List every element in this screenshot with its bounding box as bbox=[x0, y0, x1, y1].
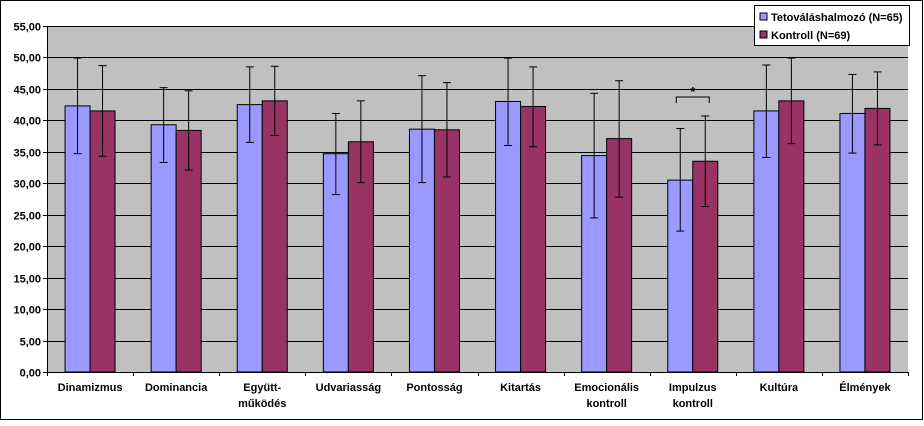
bar-series-2 bbox=[864, 107, 891, 373]
bar-series-1 bbox=[408, 128, 435, 373]
y-tick-label: 55,00 bbox=[13, 22, 41, 34]
x-tick-label: Dinamizmus bbox=[58, 382, 123, 394]
x-tick-label: Emocionális bbox=[574, 382, 639, 394]
bar-series-2 bbox=[778, 100, 805, 373]
x-tick-label: Kitartás bbox=[500, 382, 541, 394]
y-tick-label: 20,00 bbox=[13, 242, 41, 254]
x-tick-label: Udvariasság bbox=[316, 382, 381, 394]
y-tick-label: 40,00 bbox=[13, 116, 41, 128]
x-tick-label: kontroll bbox=[586, 398, 626, 410]
y-tick-label: 10,00 bbox=[13, 305, 41, 317]
y-tick-label: 25,00 bbox=[13, 211, 41, 223]
bar-series-2 bbox=[261, 100, 288, 373]
x-tick-label: Élmények bbox=[839, 381, 891, 394]
significance-marker: * bbox=[690, 84, 696, 99]
bar-series-1 bbox=[495, 100, 522, 373]
bar-series-1 bbox=[236, 104, 263, 373]
x-tick-label: működés bbox=[238, 398, 286, 410]
bar-series-1 bbox=[753, 110, 780, 373]
y-tick-label: 50,00 bbox=[13, 53, 41, 65]
y-tick-label: 35,00 bbox=[13, 148, 41, 160]
legend-label-1: Tetováláshalmozó (N=65) bbox=[771, 12, 903, 24]
y-tick-label: 0,00 bbox=[20, 368, 41, 380]
x-tick-label: Együtt- bbox=[243, 382, 281, 394]
y-tick-label: 15,00 bbox=[13, 274, 41, 286]
y-tick-label: 45,00 bbox=[13, 85, 41, 97]
x-tick-label: Dominancia bbox=[145, 382, 208, 394]
x-tick-label: Kultúra bbox=[760, 382, 799, 394]
legend-label-2: Kontroll (N=69) bbox=[771, 30, 850, 42]
significance-bracket bbox=[675, 96, 710, 103]
x-tick-label: kontroll bbox=[673, 398, 713, 410]
legend-swatch-2 bbox=[759, 30, 768, 39]
x-tick-label: Impulzus bbox=[669, 382, 717, 394]
y-tick-label: 30,00 bbox=[13, 179, 41, 191]
bar-series-2 bbox=[175, 129, 202, 373]
legend-swatch-1 bbox=[759, 12, 768, 21]
legend-box bbox=[754, 5, 910, 46]
y-tick-label: 5,00 bbox=[20, 337, 41, 349]
bar-series-1 bbox=[150, 124, 177, 373]
x-tick-label: Pontosság bbox=[406, 382, 462, 394]
